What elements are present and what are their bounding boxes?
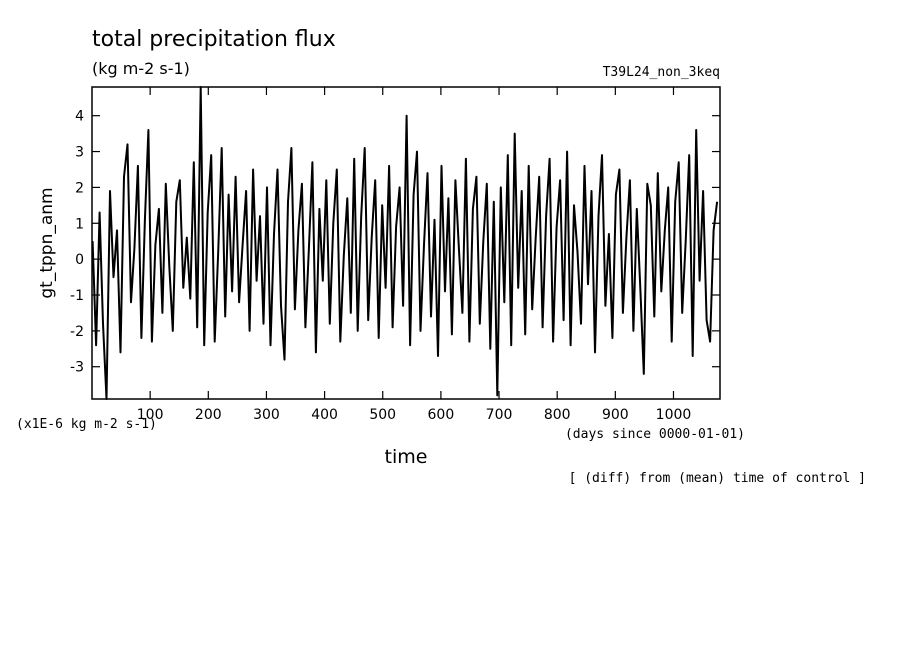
annotation: T39L24_non_3keq xyxy=(603,65,720,80)
chart-subtitle: (kg m-2 s-1) xyxy=(92,59,190,78)
x-tick-label: 300 xyxy=(253,407,280,423)
x-tick-label: 900 xyxy=(602,407,629,423)
note: [ (diff) from (mean) time of control ] xyxy=(569,471,866,486)
x-tick-label: 800 xyxy=(544,407,571,423)
y-tick-label: -3 xyxy=(70,360,84,376)
x-units: (days since 0000-01-01) xyxy=(565,427,745,442)
y-tick-label: -1 xyxy=(70,288,84,304)
y-tick-label: -2 xyxy=(70,324,84,340)
y-tick-label: 2 xyxy=(75,180,84,196)
y-units: (x1E-6 kg m-2 s-1) xyxy=(16,417,157,432)
x-tick-label: 400 xyxy=(311,407,338,423)
y-tick-label: 1 xyxy=(75,216,84,232)
x-tick-label: 700 xyxy=(486,407,513,423)
x-tick-label: 500 xyxy=(369,407,396,423)
y-tick-label: 4 xyxy=(75,109,84,125)
x-tick-label: 600 xyxy=(428,407,455,423)
y-axis-label: gt_tppn_anm xyxy=(37,187,57,298)
y-tick-label: 0 xyxy=(75,252,84,268)
data-line xyxy=(91,86,719,400)
x-tick-label: 1000 xyxy=(656,407,692,423)
x-tick-label: 200 xyxy=(195,407,222,423)
x-tick-label: 100 xyxy=(137,407,164,423)
x-axis-label: time xyxy=(385,446,428,468)
chart-title: total precipitation flux xyxy=(92,27,336,52)
y-tick-label: 3 xyxy=(75,145,84,161)
